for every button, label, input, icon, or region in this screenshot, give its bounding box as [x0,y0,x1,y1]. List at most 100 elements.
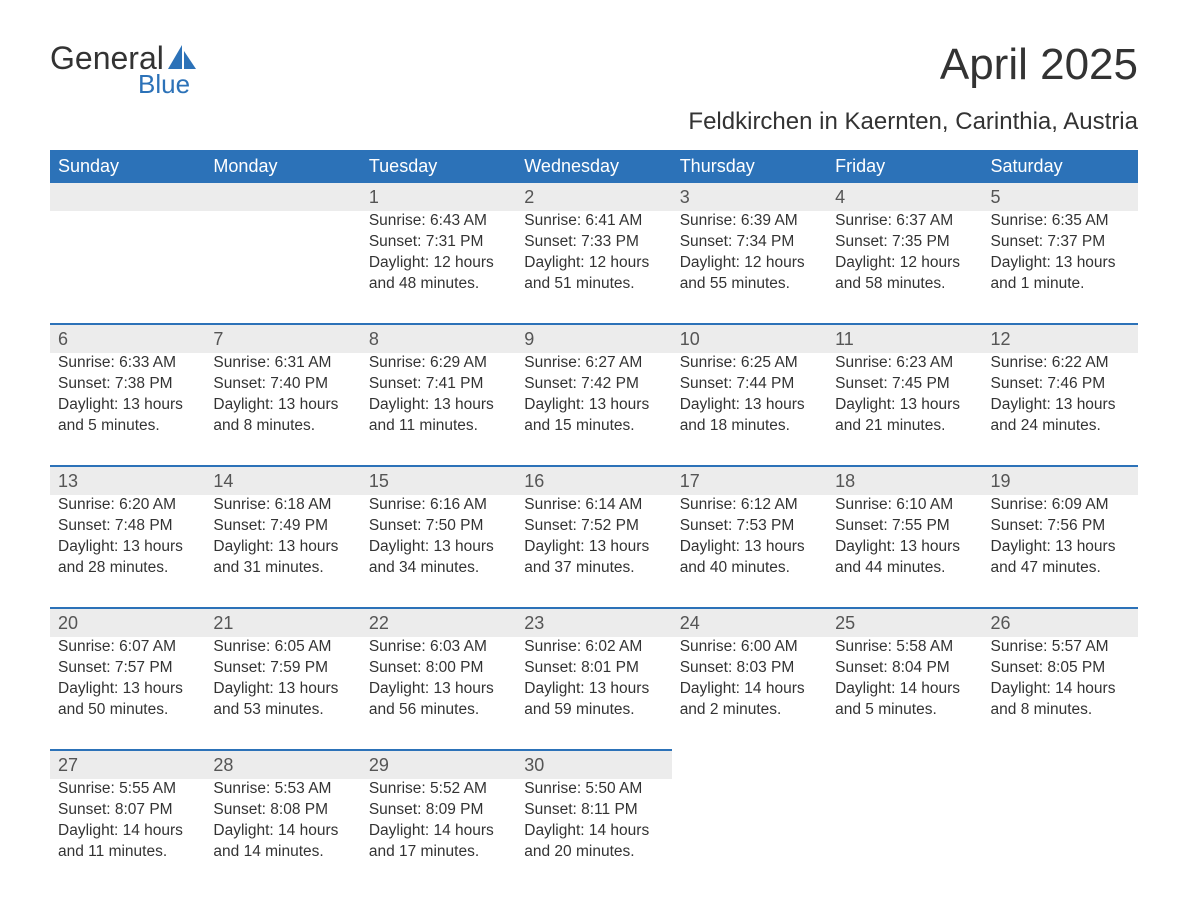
day-number-cell: 18 [827,466,982,495]
day-data-cell: Sunrise: 6:03 AMSunset: 8:00 PMDaylight:… [361,637,516,750]
day-data-row: Sunrise: 5:55 AMSunset: 8:07 PMDaylight:… [50,779,1138,891]
daylight-text-line1: Daylight: 13 hours [213,537,352,558]
daylight-text-line2: and 5 minutes. [58,416,197,437]
sunset-text: Sunset: 8:09 PM [369,800,508,821]
daylight-text-line1: Daylight: 14 hours [991,679,1130,700]
day-number: 14 [213,471,233,491]
day-number-cell: 26 [983,608,1138,637]
daylight-text-line1: Daylight: 13 hours [369,537,508,558]
daylight-text-line2: and 47 minutes. [991,558,1130,579]
day-number-cell: 3 [672,183,827,211]
daylight-text-line2: and 20 minutes. [524,842,663,863]
day-data-cell: Sunrise: 5:57 AMSunset: 8:05 PMDaylight:… [983,637,1138,750]
day-number: 18 [835,471,855,491]
sunset-text: Sunset: 7:55 PM [835,516,974,537]
day-data-cell: Sunrise: 5:52 AMSunset: 8:09 PMDaylight:… [361,779,516,891]
sunrise-text: Sunrise: 6:00 AM [680,637,819,658]
daylight-text-line2: and 11 minutes. [58,842,197,863]
sunrise-text: Sunrise: 6:27 AM [524,353,663,374]
day-number: 28 [213,755,233,775]
sunrise-text: Sunrise: 5:52 AM [369,779,508,800]
daylight-text-line2: and 53 minutes. [213,700,352,721]
daylight-text-line2: and 58 minutes. [835,274,974,295]
day-header: Thursday [672,150,827,183]
day-data-cell: Sunrise: 6:05 AMSunset: 7:59 PMDaylight:… [205,637,360,750]
page-title: April 2025 [940,40,1138,90]
day-number-row: 13141516171819 [50,466,1138,495]
day-data-cell: Sunrise: 6:16 AMSunset: 7:50 PMDaylight:… [361,495,516,608]
sunrise-text: Sunrise: 6:41 AM [524,211,663,232]
daylight-text-line2: and 31 minutes. [213,558,352,579]
sunrise-text: Sunrise: 6:18 AM [213,495,352,516]
day-data-cell: Sunrise: 6:43 AMSunset: 7:31 PMDaylight:… [361,211,516,324]
day-data-cell: Sunrise: 6:23 AMSunset: 7:45 PMDaylight:… [827,353,982,466]
sunrise-text: Sunrise: 6:23 AM [835,353,974,374]
daylight-text-line1: Daylight: 13 hours [991,395,1130,416]
sunrise-text: Sunrise: 5:55 AM [58,779,197,800]
day-number: 25 [835,613,855,633]
day-number-cell: 12 [983,324,1138,353]
day-number: 10 [680,329,700,349]
day-data-row: Sunrise: 6:43 AMSunset: 7:31 PMDaylight:… [50,211,1138,324]
day-number-cell: 10 [672,324,827,353]
day-number-cell: 25 [827,608,982,637]
daylight-text-line2: and 37 minutes. [524,558,663,579]
day-data-cell: Sunrise: 6:14 AMSunset: 7:52 PMDaylight:… [516,495,671,608]
day-data-cell [672,779,827,891]
day-number: 30 [524,755,544,775]
day-number-row: 12345 [50,183,1138,211]
day-number: 6 [58,329,68,349]
daylight-text-line1: Daylight: 13 hours [835,395,974,416]
day-number-row: 20212223242526 [50,608,1138,637]
daylight-text-line2: and 21 minutes. [835,416,974,437]
day-number-cell: 11 [827,324,982,353]
day-number-cell: 28 [205,750,360,779]
day-number-cell: 5 [983,183,1138,211]
sunrise-text: Sunrise: 6:31 AM [213,353,352,374]
daylight-text-line2: and 56 minutes. [369,700,508,721]
sunrise-text: Sunrise: 6:39 AM [680,211,819,232]
sunset-text: Sunset: 7:49 PM [213,516,352,537]
daylight-text-line1: Daylight: 13 hours [524,537,663,558]
day-data-cell [827,779,982,891]
sunset-text: Sunset: 7:57 PM [58,658,197,679]
day-data-cell: Sunrise: 6:33 AMSunset: 7:38 PMDaylight:… [50,353,205,466]
day-number: 4 [835,187,845,207]
day-data-cell: Sunrise: 6:41 AMSunset: 7:33 PMDaylight:… [516,211,671,324]
day-data-cell [205,211,360,324]
day-number: 5 [991,187,1001,207]
day-number-cell: 17 [672,466,827,495]
day-number-cell: 22 [361,608,516,637]
day-header: Saturday [983,150,1138,183]
sunrise-text: Sunrise: 5:50 AM [524,779,663,800]
daylight-text-line1: Daylight: 13 hours [369,395,508,416]
day-number-cell: 29 [361,750,516,779]
sunset-text: Sunset: 7:52 PM [524,516,663,537]
daylight-text-line2: and 48 minutes. [369,274,508,295]
day-data-cell: Sunrise: 6:39 AMSunset: 7:34 PMDaylight:… [672,211,827,324]
day-number-row: 6789101112 [50,324,1138,353]
day-number: 13 [58,471,78,491]
day-number: 11 [835,329,854,349]
day-number: 29 [369,755,389,775]
sunrise-text: Sunrise: 6:22 AM [991,353,1130,374]
day-number-cell: 23 [516,608,671,637]
day-number: 22 [369,613,389,633]
day-number: 2 [524,187,534,207]
day-number: 9 [524,329,534,349]
daylight-text-line1: Daylight: 13 hours [991,537,1130,558]
day-data-cell: Sunrise: 6:22 AMSunset: 7:46 PMDaylight:… [983,353,1138,466]
day-header: Friday [827,150,982,183]
sunset-text: Sunset: 7:46 PM [991,374,1130,395]
day-number: 7 [213,329,223,349]
daylight-text-line1: Daylight: 13 hours [213,395,352,416]
day-number-cell: 6 [50,324,205,353]
day-number: 21 [213,613,233,633]
sunset-text: Sunset: 7:34 PM [680,232,819,253]
day-number-cell: 27 [50,750,205,779]
sunrise-text: Sunrise: 5:53 AM [213,779,352,800]
daylight-text-line2: and 18 minutes. [680,416,819,437]
day-number-cell [827,750,982,779]
sunrise-text: Sunrise: 6:14 AM [524,495,663,516]
daylight-text-line2: and 8 minutes. [991,700,1130,721]
